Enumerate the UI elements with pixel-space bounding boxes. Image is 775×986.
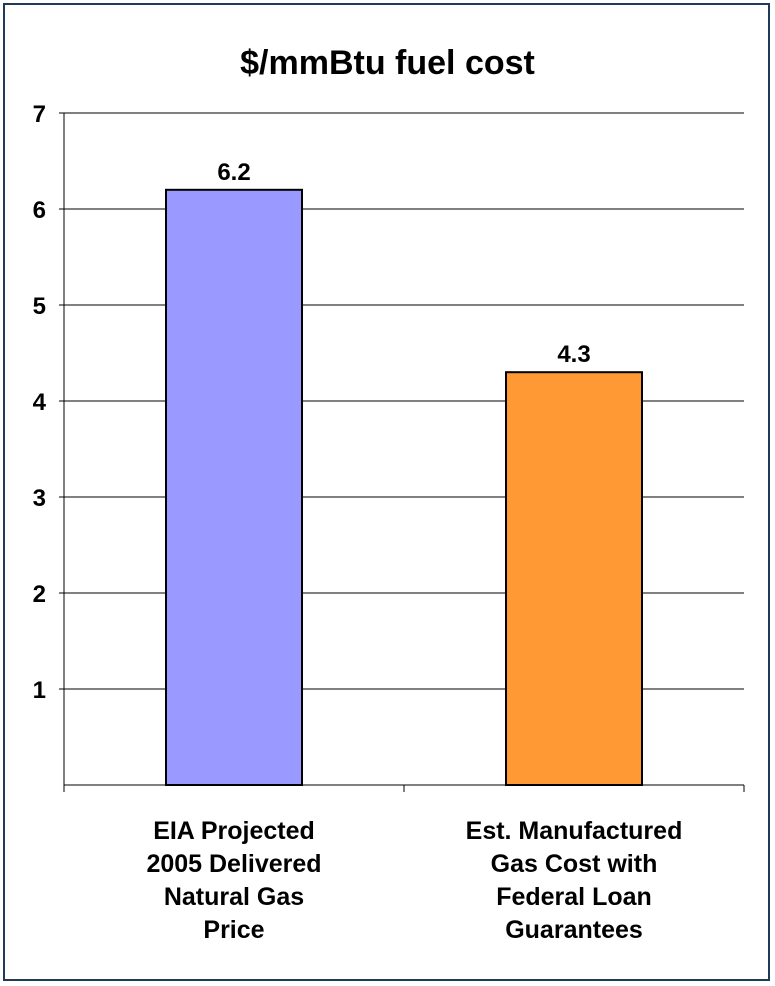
category-label-2-line-4: Guarantees: [505, 916, 643, 944]
y-tick-label-5: 5: [33, 293, 46, 320]
y-tick-label-7: 7: [33, 101, 46, 128]
y-tick-label-1: 1: [33, 677, 46, 704]
category-label-2-line-3: Federal Loan: [496, 883, 652, 911]
chart-title: $/mmBtu fuel cost: [240, 44, 535, 82]
data-labels: 6.2 4.3: [217, 159, 590, 368]
category-label-1-line-3: Natural Gas: [163, 883, 305, 911]
category-label-1-line-1: EIA Projected: [153, 817, 315, 845]
category-label-2: Est. Manufactured Gas Cost with Federal Lo…: [424, 815, 724, 947]
category-label-2-line-1: Est. Manufactured: [465, 817, 683, 845]
y-tick-label-3: 3: [33, 485, 46, 512]
data-label-1: 6.2: [217, 159, 250, 186]
y-tick-label-6: 6: [33, 197, 46, 224]
y-tick-label-2: 2: [33, 581, 46, 608]
bar-2: [505, 371, 643, 786]
category-label-1-line-2: 2005 Delivered: [146, 850, 322, 878]
category-label-1-line-4: Price: [203, 916, 265, 944]
y-tick-label-4: 4: [33, 389, 47, 416]
data-label-2: 4.3: [557, 341, 590, 368]
category-label-1: EIA Projected 2005 Delivered Natural Gas Pr…: [84, 815, 384, 947]
category-label-2-line-2: Gas Cost with: [490, 850, 658, 878]
bar-1: [165, 188, 303, 787]
bars: [165, 188, 643, 787]
